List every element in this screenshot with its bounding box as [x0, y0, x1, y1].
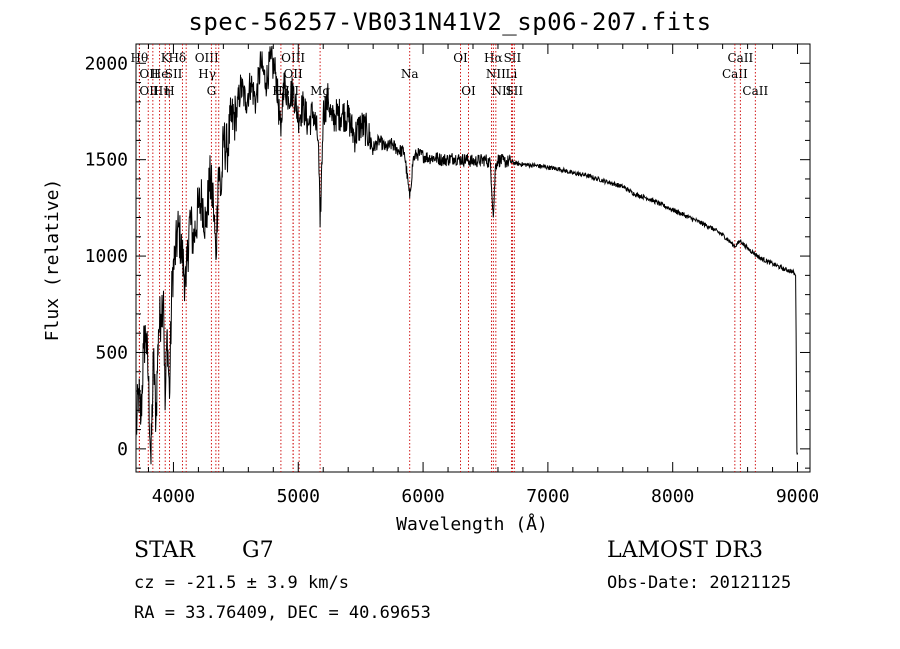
obs-date-text: Obs-Date: 20121125	[607, 573, 792, 593]
x-tick-label: 7000	[526, 486, 569, 507]
survey-name: LAMOST DR3	[607, 538, 763, 563]
line-label: He	[151, 67, 169, 81]
y-tick-label: 2000	[85, 53, 128, 74]
line-label: SII	[165, 67, 183, 81]
line-label: OI	[453, 51, 468, 65]
line-label: CaII	[727, 51, 753, 65]
x-axis-label: Wavelength (Å)	[396, 513, 548, 535]
x-tick-label: 5000	[277, 486, 320, 507]
redshift-text: cz = -21.5 ± 3.9 km/s	[134, 573, 349, 593]
line-label: OIII	[195, 51, 219, 65]
line-label: SII	[504, 51, 522, 65]
spectrum-line	[135, 45, 798, 465]
line-label: K	[161, 51, 171, 65]
object-class: STAR	[134, 538, 195, 563]
line-label: CaII	[742, 84, 768, 98]
line-label: Hα	[484, 51, 503, 65]
line-label: Hγ	[198, 67, 216, 81]
chart-title: spec-56257-VB031N41V2_sp06-207.fits	[188, 8, 712, 36]
y-tick-label: 1000	[85, 246, 128, 267]
spectrum-series	[135, 45, 798, 465]
y-axis-label: Flux (relative)	[42, 179, 63, 342]
object-subclass: G7	[242, 538, 274, 563]
line-label: Hη	[153, 84, 171, 98]
axis-ticks: 4000 5000 6000 7000 8000 9000 0 500 1000 1500 2000	[85, 43, 819, 507]
x-tick-label: 4000	[152, 486, 195, 507]
line-label: G	[207, 84, 217, 98]
line-label: H	[164, 84, 174, 98]
line-label: Hδ	[168, 51, 186, 65]
line-label: Li	[506, 67, 518, 81]
line-label: NII	[491, 84, 511, 98]
y-tick-label: 500	[95, 342, 128, 363]
coords-text: RA = 33.76409, DEC = 40.69653	[134, 603, 431, 623]
y-tick-label: 1500	[85, 150, 128, 171]
line-label: CaII	[722, 67, 748, 81]
x-tick-label: 8000	[651, 486, 694, 507]
x-tick-label: 9000	[776, 486, 819, 507]
line-label: Mg	[310, 84, 330, 98]
line-label: OII	[139, 67, 159, 81]
line-label: OI	[461, 84, 476, 98]
line-label: SII	[505, 84, 523, 98]
line-label: OII	[283, 67, 303, 81]
line-label: OII	[139, 84, 159, 98]
y-tick-label: 0	[117, 439, 128, 460]
line-label: Na	[401, 67, 419, 81]
x-tick-label: 6000	[401, 486, 444, 507]
line-label: NII	[486, 67, 506, 81]
